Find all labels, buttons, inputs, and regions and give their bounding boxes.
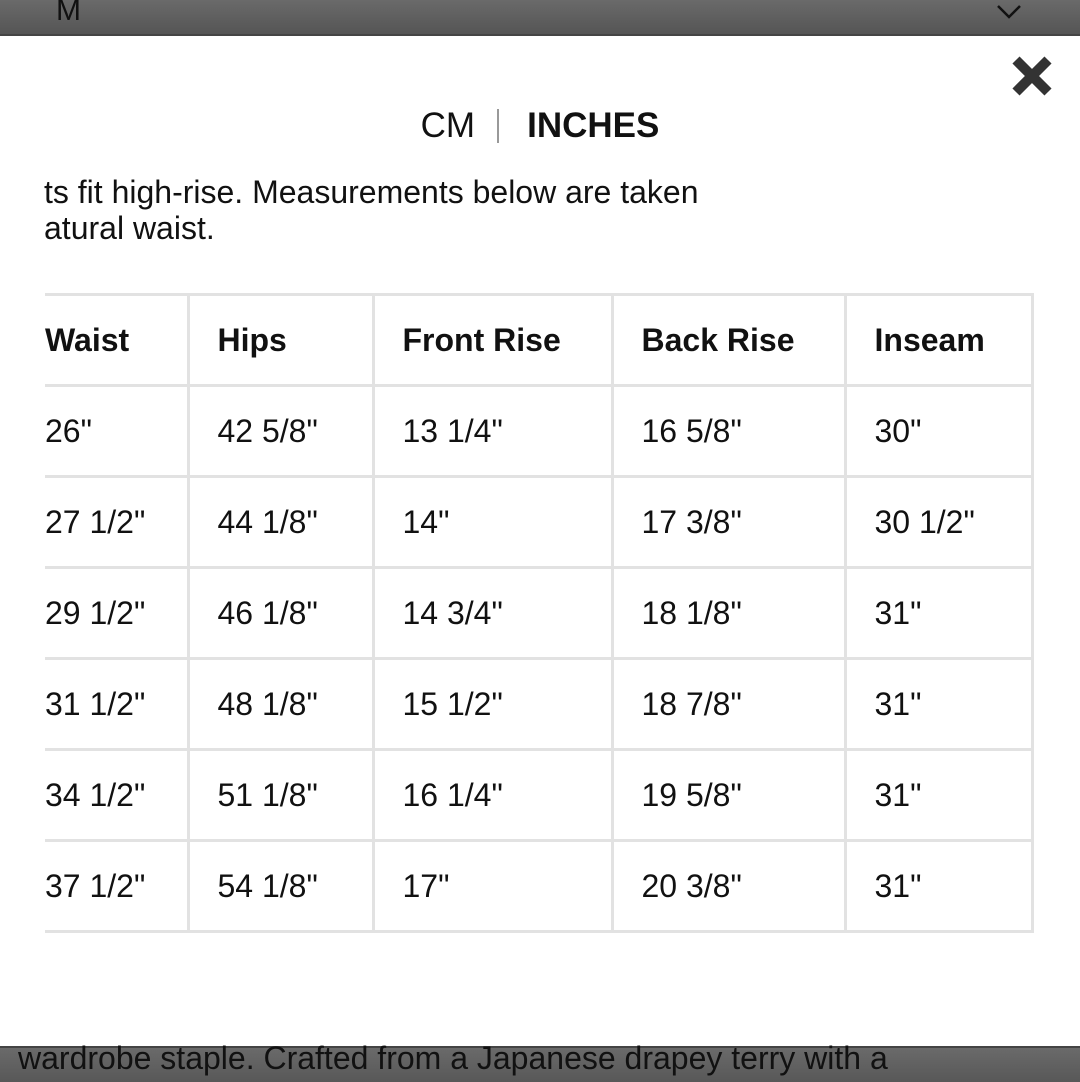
table-cell: 26" [45, 384, 190, 478]
table-cell: 17" [371, 839, 614, 933]
unit-inches-button[interactable]: INCHES [527, 105, 660, 145]
table-cell: 31 1/2" [45, 657, 190, 751]
table-cell: 31" [843, 839, 1034, 933]
table-cell: 16 1/4" [371, 748, 614, 842]
description-line: atural waist. [44, 210, 215, 246]
table-cell: 27 1/2" [45, 475, 190, 569]
column-header: Front Rise [371, 293, 614, 387]
table-cell: 14 3/4" [371, 566, 614, 660]
table-cell: 37 1/2" [45, 839, 190, 933]
chevron-down-icon [997, 5, 1021, 19]
column-header: Inseam [843, 293, 1034, 387]
table-cell: 14" [371, 475, 614, 569]
table-cell: 31" [843, 748, 1034, 842]
table-cell: 19 5/8" [610, 748, 847, 842]
unit-cm-button[interactable]: CM [420, 105, 476, 145]
table-row: 31 1/2" 48 1/8" 15 1/2" 18 7/8" 31" [45, 657, 1034, 751]
table-cell: 30 1/2" [843, 475, 1034, 569]
table-cell: 18 7/8" [610, 657, 847, 751]
table-cell: 13 1/4" [371, 384, 614, 478]
description-line: ts fit high-rise. Measurements below are… [44, 174, 699, 210]
table-cell: 54 1/8" [186, 839, 375, 933]
table-cell: 34 1/2" [45, 748, 190, 842]
table-cell: 15 1/2" [371, 657, 614, 751]
divider [497, 108, 500, 143]
background-page: wardrobe staple. Crafted from a Japanese… [0, 1040, 1080, 1082]
column-header: Waist [45, 293, 190, 387]
table-row: 26" 42 5/8" 13 1/4" 16 5/8" 30" [45, 384, 1034, 478]
size-select[interactable]: M [0, 0, 1080, 36]
table-row: 29 1/2" 46 1/8" 14 3/4" 18 1/8" 31" [45, 566, 1034, 660]
table-cell: 20 3/8" [610, 839, 847, 933]
table-cell: 46 1/8" [186, 566, 375, 660]
column-header: Hips [186, 293, 375, 387]
table-cell: 17 3/8" [610, 475, 847, 569]
table-cell: 31" [843, 657, 1034, 751]
table-row: 27 1/2" 44 1/8" 14" 17 3/8" 30 1/2" [45, 475, 1034, 569]
table-cell: 48 1/8" [186, 657, 375, 751]
table-cell: 44 1/8" [186, 475, 375, 569]
table-header-row: Waist Hips Front Rise Back Rise Inseam [45, 293, 1034, 387]
table-cell: 51 1/8" [186, 748, 375, 842]
table-cell: 16 5/8" [610, 384, 847, 478]
close-icon[interactable] [1008, 52, 1056, 100]
unit-toggle: CM INCHES [0, 104, 1080, 146]
table-row: 34 1/2" 51 1/8" 16 1/4" 19 5/8" 31" [45, 748, 1034, 842]
table-cell: 18 1/8" [610, 566, 847, 660]
table-cell: 30" [843, 384, 1034, 478]
product-description-text: wardrobe staple. Crafted from a Japanese… [18, 1040, 888, 1076]
table-cell: 31" [843, 566, 1034, 660]
size-select-value: M [56, 0, 81, 27]
size-chart-table: Waist Hips Front Rise Back Rise Inseam 26" 42… [45, 293, 1034, 933]
table-cell: 42 5/8" [186, 384, 375, 478]
size-description: ts fit high-rise. Measurements below are… [44, 174, 699, 246]
table-row: 37 1/2" 54 1/8" 17" 20 3/8" 31" [45, 839, 1034, 933]
column-header: Back Rise [610, 293, 847, 387]
table-cell: 29 1/2" [45, 566, 190, 660]
